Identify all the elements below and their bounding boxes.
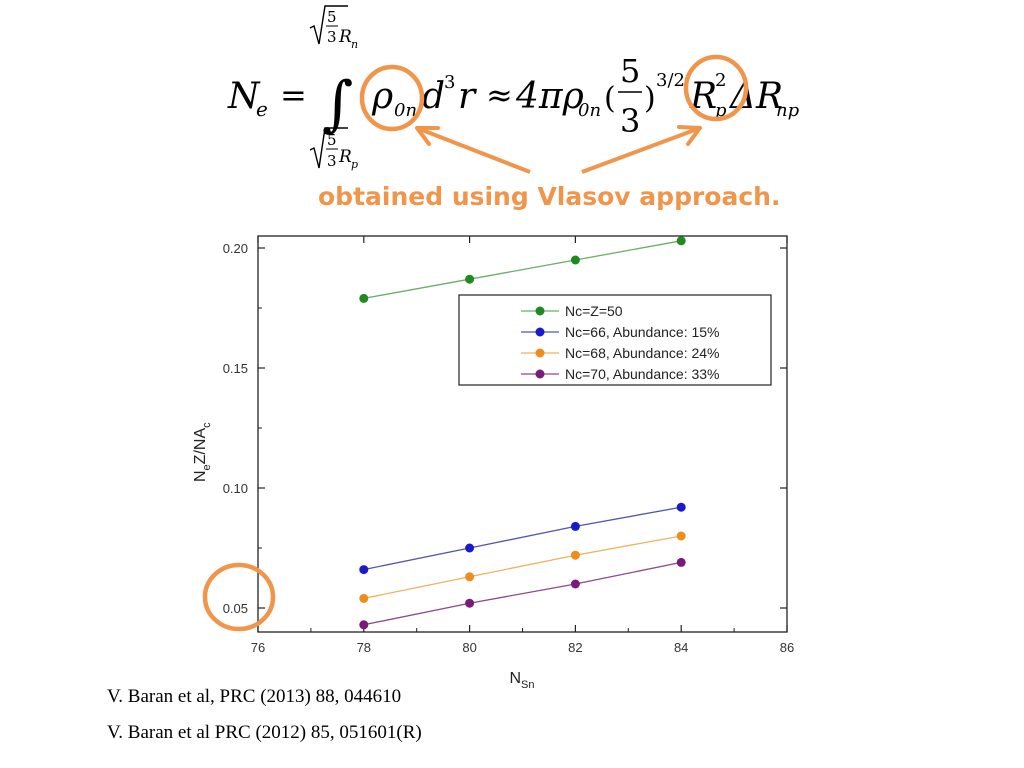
lower-limit-var: R	[338, 147, 352, 167]
data-point	[465, 274, 475, 284]
y-tick-label: 0.05	[223, 601, 248, 616]
data-point	[359, 565, 369, 575]
y-tick-label: 0.20	[223, 241, 248, 256]
legend-label: Nc=Z=50	[565, 303, 623, 319]
legend-label: Nc=70, Abundance: 33%	[565, 366, 720, 382]
x-axis-label: NSn	[509, 670, 534, 691]
upper-limit-num: 5	[327, 8, 337, 26]
x-tick-label: 86	[780, 640, 794, 655]
rhs-R-sup: 2	[715, 70, 726, 91]
integrand-r: r	[458, 76, 477, 117]
rhs-paren-open: (	[604, 81, 616, 116]
arrow-left-head	[415, 126, 440, 146]
y-tick-label: 0.10	[223, 481, 248, 496]
arrow-right-shaft	[581, 126, 701, 174]
data-point	[570, 521, 580, 531]
integrand-d-sup: 3	[444, 72, 455, 93]
rhs-delta-sub: np	[776, 100, 800, 121]
rho-highlight-circle	[359, 64, 425, 132]
data-point	[676, 557, 686, 567]
rhs-exponent: 3/2	[656, 70, 685, 91]
legend-marker	[535, 369, 545, 379]
x-tick-label: 82	[568, 640, 582, 655]
legend-marker	[535, 306, 545, 316]
reference-1: V. Baran et al, PRC (2013) 88, 044610	[107, 686, 402, 707]
lower-sqrt-sign	[309, 127, 348, 169]
legend-label: Nc=68, Abundance: 24%	[565, 345, 720, 361]
data-point	[465, 598, 475, 608]
plot-frame	[257, 235, 788, 633]
formula-lhs-sub: e	[256, 97, 268, 121]
legend-box	[458, 294, 772, 386]
upper-limit-var: R	[338, 27, 352, 47]
lower-limit-sub: p	[351, 158, 358, 171]
lower-limit-den: 3	[327, 152, 337, 170]
legend-label: Nc=66, Abundance: 15%	[565, 324, 720, 340]
nucleon-number-formula: N e = 5 3 R n ∫ 5 3 R p ρ 0n d 3 r ≈ 4πρ…	[227, 5, 800, 174]
approx-sign: ≈	[486, 76, 513, 114]
x-tick-label: 76	[251, 640, 265, 655]
formula-equals: =	[280, 76, 307, 114]
data-point	[676, 531, 686, 541]
reference-2: V. Baran et al PRC (2012) 85, 051601(R)	[107, 722, 422, 743]
series-line-2	[363, 535, 682, 600]
rhs-rho-sub: 0n	[578, 100, 601, 121]
data-point	[359, 293, 369, 303]
rhs-coefficient: 4πρ	[515, 76, 584, 117]
integrand-rho-sub: 0n	[394, 100, 417, 121]
lower-limit-num: 5	[327, 131, 337, 149]
series-line-0	[363, 240, 682, 300]
y-axis-label: NeZ/NAc	[192, 422, 213, 482]
data-point	[676, 502, 686, 512]
upper-limit-sub: n	[351, 38, 358, 51]
x-tick-label: 80	[462, 640, 476, 655]
legend-marker	[535, 348, 545, 358]
arrow-left-shaft	[416, 126, 531, 174]
formula-lhs: N	[227, 76, 261, 117]
series-line-1	[363, 506, 682, 571]
arrow-right-head	[677, 125, 702, 146]
data-point	[465, 543, 475, 553]
data-point	[465, 572, 475, 582]
legend-marker	[535, 327, 545, 337]
data-point	[570, 579, 580, 589]
rhs-paren-close: )	[644, 81, 656, 116]
data-point	[570, 550, 580, 560]
integrand-d: d	[422, 76, 445, 117]
integrand-rho: ρ	[371, 76, 393, 117]
data-point	[359, 620, 369, 630]
x-tick-label: 84	[674, 640, 688, 655]
rhs-frac-num: 5	[620, 52, 640, 90]
data-point	[359, 593, 369, 603]
annotation-text: obtained using Vlasov approach.	[318, 182, 781, 211]
tick-highlight-circle	[202, 562, 276, 632]
upper-limit-den: 3	[327, 28, 337, 46]
rp-highlight-circle	[683, 54, 749, 122]
series-line-3	[363, 561, 682, 626]
upper-sqrt-sign	[309, 5, 348, 45]
data-point	[676, 236, 686, 246]
x-tick-label: 78	[357, 640, 371, 655]
y-tick-label: 0.15	[223, 361, 248, 376]
data-point	[570, 255, 580, 265]
rhs-frac-den: 3	[620, 102, 640, 140]
